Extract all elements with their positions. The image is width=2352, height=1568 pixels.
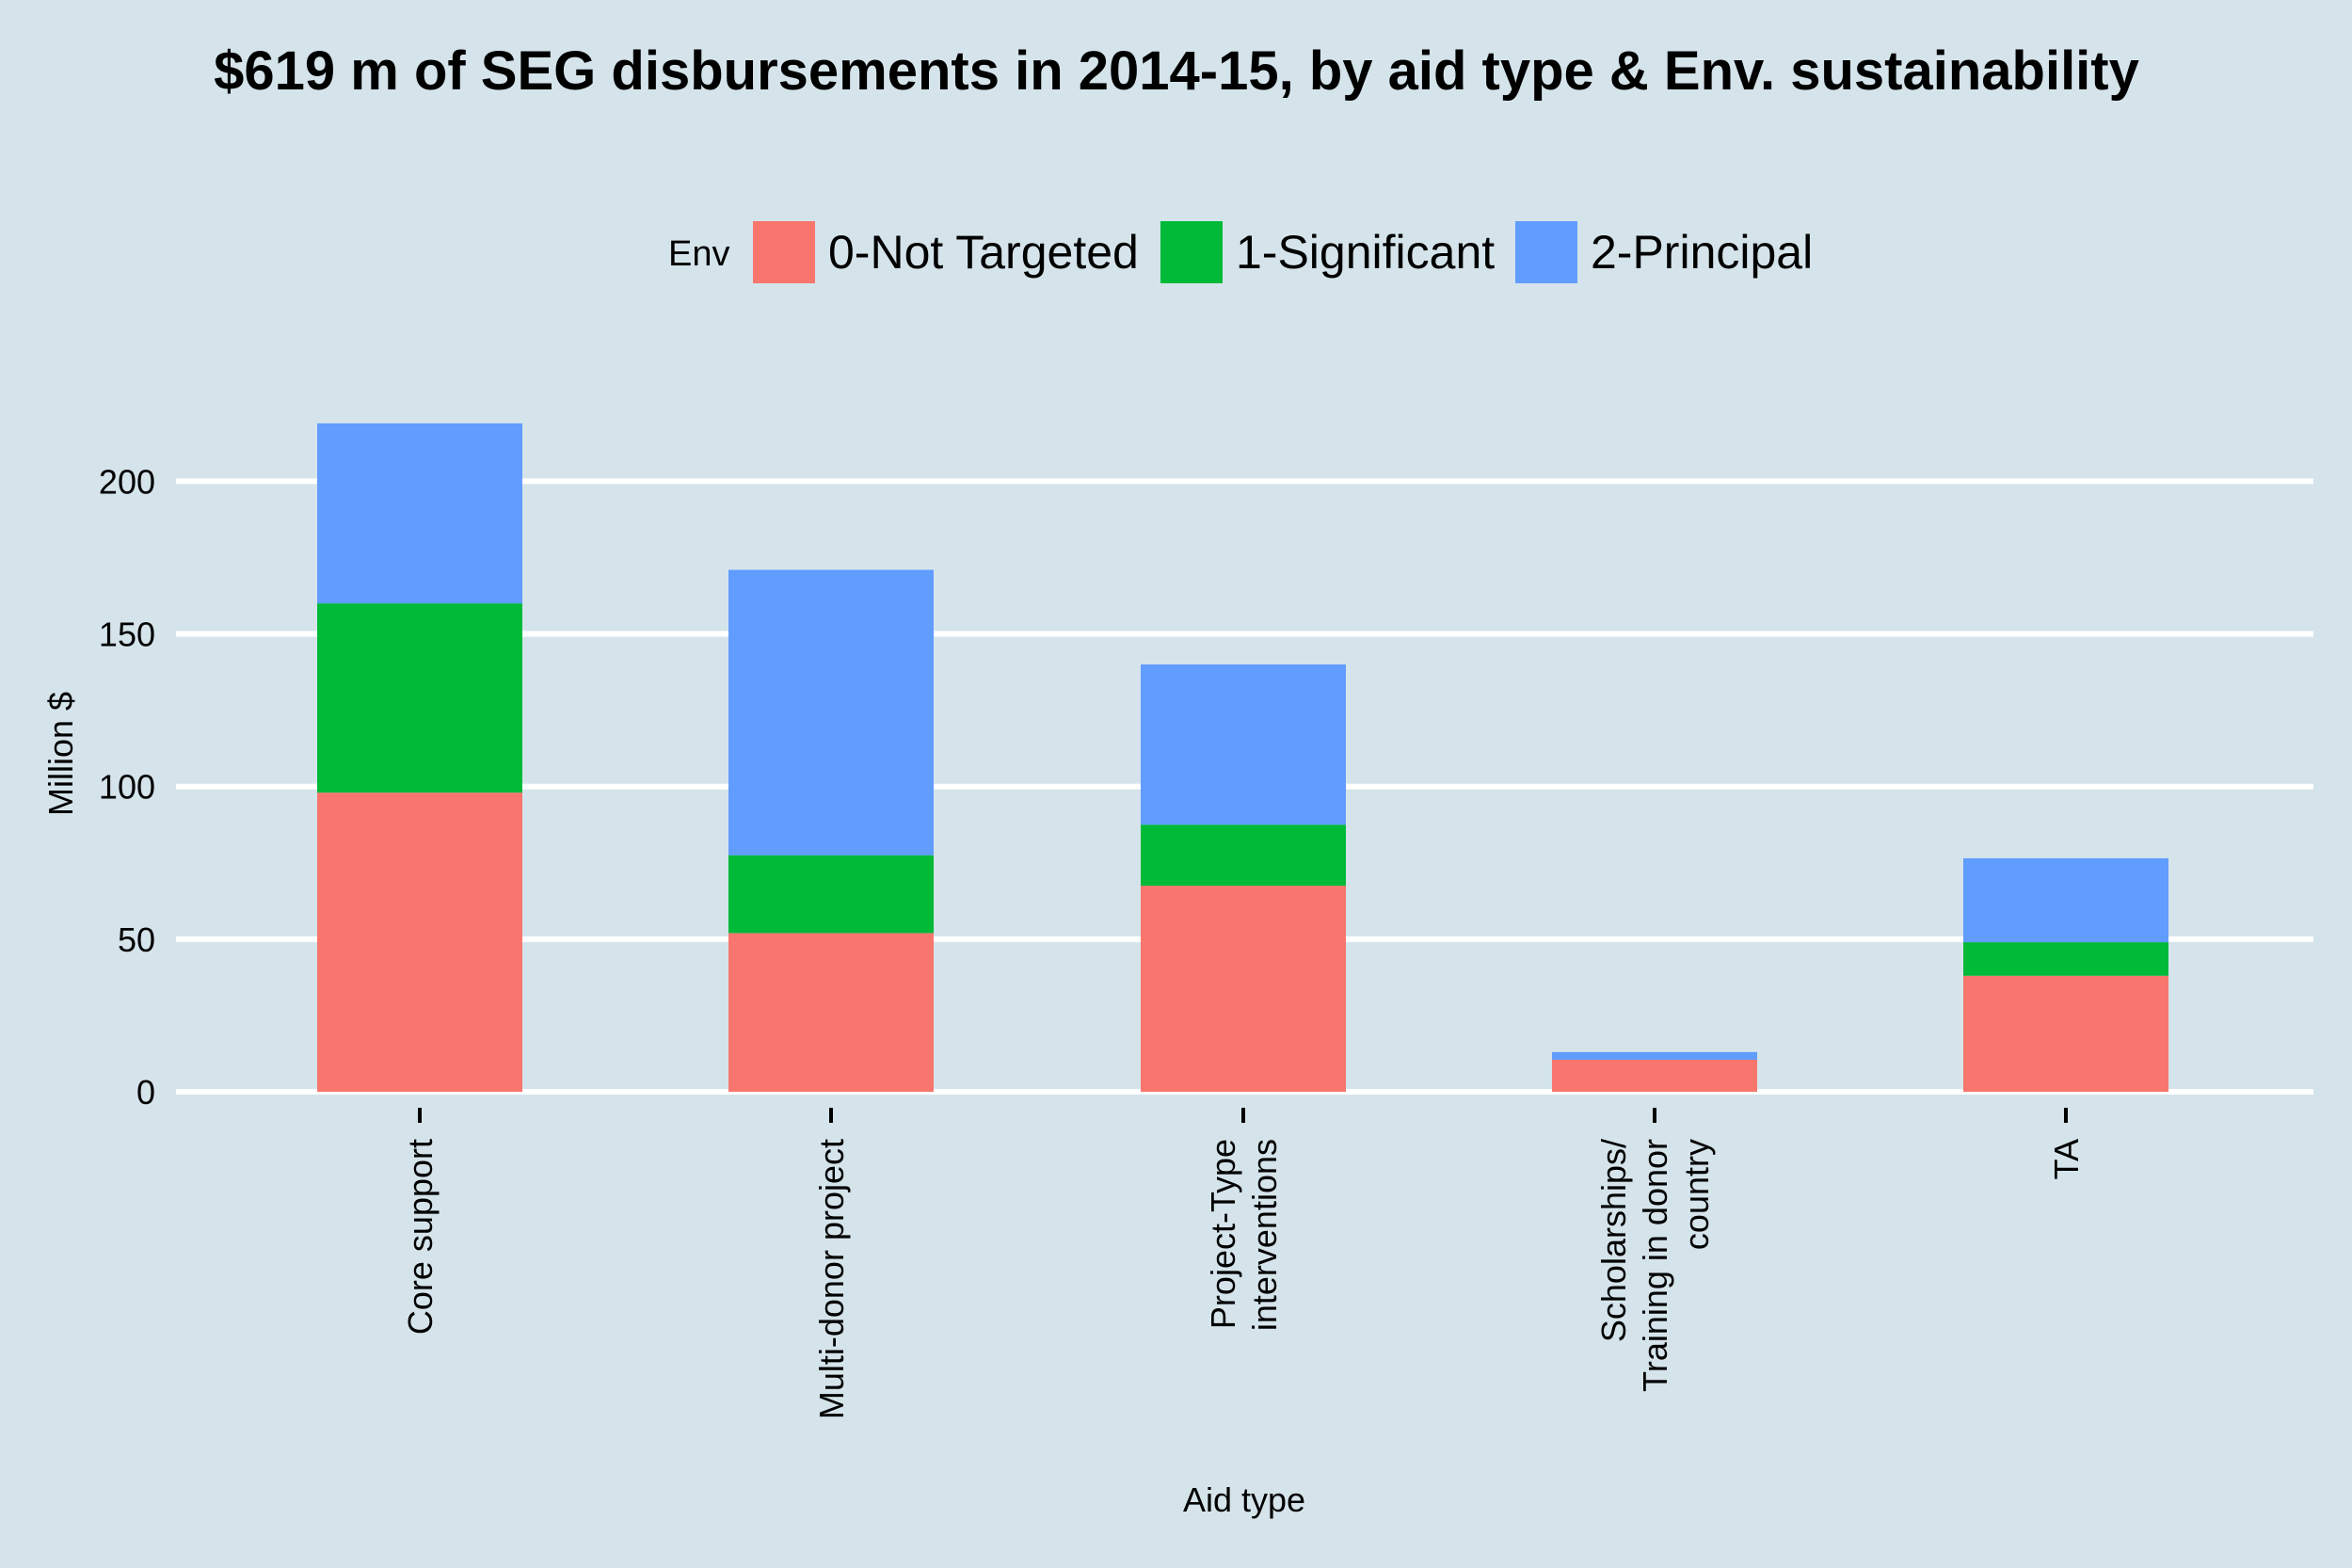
plot-area: 0 50 100 150 200 Core support Multi-donor pro… xyxy=(99,423,2313,1419)
x-tick-label-1-line-0: Multi-donor project xyxy=(812,1139,851,1419)
legend-label-0: 0-Not Targeted xyxy=(828,226,1139,279)
bar-2-series-1 xyxy=(1141,824,1346,887)
x-tick-label-3-line-0: Scholarships/ xyxy=(1594,1139,1633,1342)
x-tick-label-4-line-0: TA xyxy=(2047,1139,2086,1179)
legend-key-1 xyxy=(1160,221,1223,283)
legend-key-0 xyxy=(753,221,815,283)
legend: Env 0-Not Targeted 1-Significant 2-Princip… xyxy=(668,221,1813,283)
legend-key-2 xyxy=(1515,221,1577,283)
legend-label-2: 2-Principal xyxy=(1591,226,1813,279)
y-tick-label-0: 0 xyxy=(136,1073,155,1112)
bar-1-series-2 xyxy=(728,569,934,856)
bar-3-series-2 xyxy=(1552,1051,1757,1060)
y-tick-label-150: 150 xyxy=(99,616,155,654)
bar-0-series-1 xyxy=(317,603,522,793)
x-tick-label-3-line-2: country xyxy=(1677,1139,1716,1250)
y-axis-title: Million $ xyxy=(41,692,80,816)
bar-1-series-1 xyxy=(728,855,934,934)
y-tick-label-200: 200 xyxy=(99,462,155,501)
bar-4-series-1 xyxy=(1963,942,2168,976)
x-axis-title: Aid type xyxy=(1183,1480,1305,1519)
legend-label-1: 1-Significant xyxy=(1236,226,1495,279)
x-axis: Core support Multi-donor project Project-T… xyxy=(401,1108,2086,1419)
chart-title: $619 m of SEG disbursements in 2014-15, … xyxy=(214,40,2139,102)
y-tick-label-100: 100 xyxy=(99,768,155,807)
bar-3-series-0 xyxy=(1552,1059,1757,1092)
legend-title: Env xyxy=(668,234,729,274)
x-tick-label-3-line-1: Training in donor xyxy=(1636,1139,1674,1392)
x-tick-label-2-line-1: interventions xyxy=(1245,1139,1284,1331)
y-axis: 0 50 100 150 200 xyxy=(99,462,155,1112)
bar-2-series-0 xyxy=(1141,886,1346,1092)
bar-2-series-2 xyxy=(1141,664,1346,825)
bar-4-series-2 xyxy=(1963,857,2168,943)
bar-4-series-0 xyxy=(1963,975,2168,1092)
y-tick-label-50: 50 xyxy=(118,920,155,959)
bar-0-series-2 xyxy=(317,423,522,604)
bar-0-series-0 xyxy=(317,792,522,1092)
bars xyxy=(317,423,2168,1092)
x-tick-label-0-line-0: Core support xyxy=(401,1139,440,1335)
x-tick-label-2-line-0: Project-Type xyxy=(1204,1139,1242,1329)
bar-1-series-0 xyxy=(728,933,934,1092)
